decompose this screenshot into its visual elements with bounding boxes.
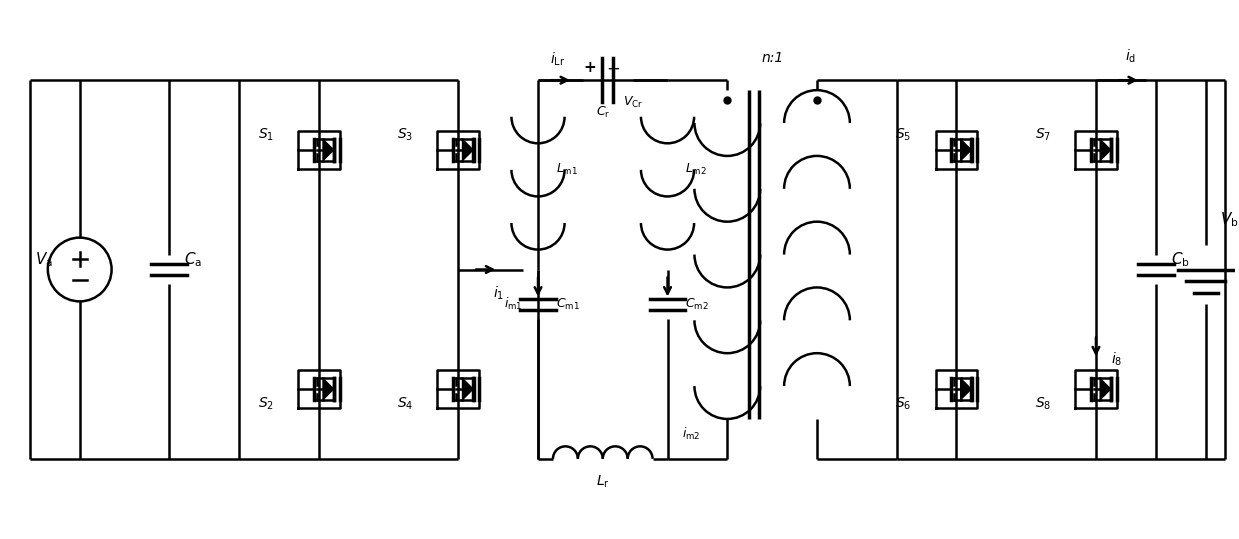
Text: $C_{\rm a}$: $C_{\rm a}$ <box>185 250 202 269</box>
Polygon shape <box>462 140 473 161</box>
Text: $L_{\rm m2}$: $L_{\rm m2}$ <box>685 162 707 177</box>
Text: $S_4$: $S_4$ <box>398 396 414 412</box>
Text: $-$: $-$ <box>606 58 620 76</box>
Text: $L_{\rm m1}$: $L_{\rm m1}$ <box>556 162 579 177</box>
Text: $C_{\rm r}$: $C_{\rm r}$ <box>596 105 610 120</box>
Text: $L_{\rm r}$: $L_{\rm r}$ <box>596 474 610 490</box>
Text: $V_{\rm b}$: $V_{\rm b}$ <box>1220 210 1239 229</box>
Polygon shape <box>462 378 473 399</box>
Text: $S_6$: $S_6$ <box>896 396 912 412</box>
Polygon shape <box>1100 140 1110 161</box>
Text: $i_{\rm m2}$: $i_{\rm m2}$ <box>683 426 701 442</box>
Polygon shape <box>960 140 971 161</box>
Text: $V_{\rm Cr}$: $V_{\rm Cr}$ <box>623 95 643 110</box>
Polygon shape <box>1100 378 1110 399</box>
Text: $C_{\rm b}$: $C_{\rm b}$ <box>1171 250 1189 269</box>
Text: $i_{\rm m1}$: $i_{\rm m1}$ <box>504 296 523 313</box>
Text: $S_3$: $S_3$ <box>398 127 414 143</box>
Text: +: + <box>584 60 596 75</box>
Polygon shape <box>960 378 971 399</box>
Text: n:1: n:1 <box>761 51 783 65</box>
Polygon shape <box>323 140 333 161</box>
Text: $i_1$: $i_1$ <box>493 285 504 302</box>
Text: $i_{\rm Lr}$: $i_{\rm Lr}$ <box>550 51 565 68</box>
Polygon shape <box>323 378 333 399</box>
Text: $S_5$: $S_5$ <box>896 127 912 143</box>
Text: $S_7$: $S_7$ <box>1035 127 1051 143</box>
Text: $S_8$: $S_8$ <box>1035 396 1051 412</box>
Text: $i_8$: $i_8$ <box>1111 350 1123 368</box>
Text: $i_{\rm d}$: $i_{\rm d}$ <box>1125 48 1136 65</box>
Text: $C_{\rm m2}$: $C_{\rm m2}$ <box>685 297 710 312</box>
Text: $S_2$: $S_2$ <box>258 396 274 412</box>
Text: $C_{\rm m1}$: $C_{\rm m1}$ <box>556 297 580 312</box>
Text: $V_{\rm a}$: $V_{\rm a}$ <box>35 250 53 269</box>
Text: $S_1$: $S_1$ <box>258 127 274 143</box>
